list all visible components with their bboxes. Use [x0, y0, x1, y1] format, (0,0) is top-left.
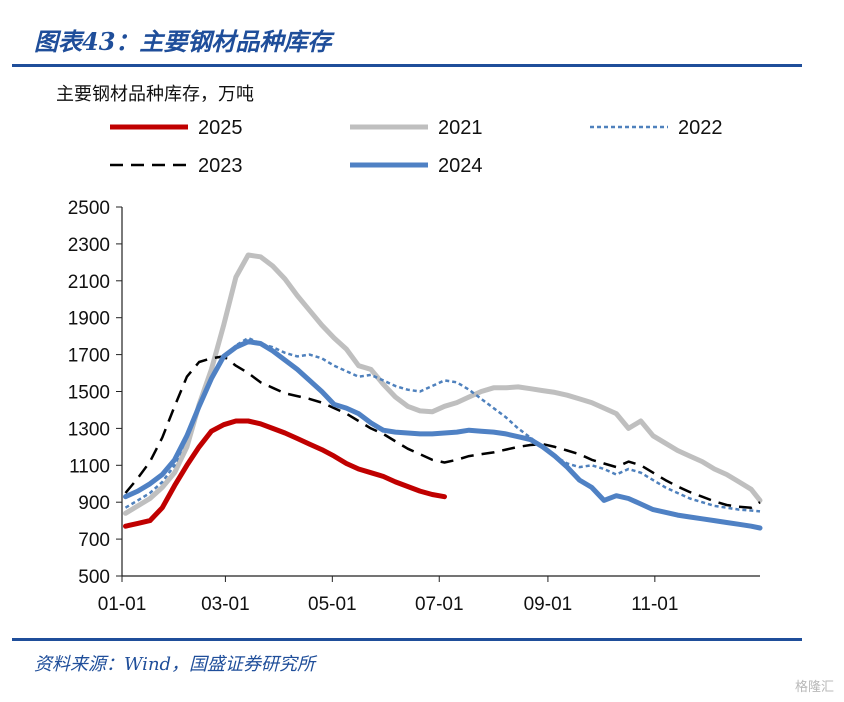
chart-legend: 2025 2021 2022 2023 2024 — [110, 117, 723, 177]
chart-axes: 500 700 900 1100 1300 1500 1700 1900 2100 2300 250… — [68, 198, 760, 615]
figure-title: 图表43：主要钢材品种库存 — [34, 27, 332, 56]
watermark: 格隆汇 — [794, 680, 834, 695]
series-line-2022 — [124, 336, 761, 513]
y-tick-label: 2100 — [68, 272, 110, 293]
legend-label-2024: 2024 — [438, 155, 483, 177]
series-line-2023 — [124, 355, 761, 509]
y-tick-label: 700 — [78, 530, 110, 551]
x-tick-label: 11-01 — [631, 594, 678, 615]
y-tick-label: 2300 — [68, 235, 110, 256]
x-tick-label: 03-01 — [201, 594, 250, 615]
y-tick-label: 1100 — [69, 456, 110, 477]
y-tick-label: 1900 — [68, 309, 110, 330]
title-underline — [12, 64, 802, 67]
series-line-2021 — [123, 252, 763, 516]
y-tick-label: 500 — [78, 567, 110, 588]
legend-label-2023: 2023 — [198, 155, 243, 177]
y-axis-unit-label: 主要钢材品种库存，万吨 — [56, 84, 254, 105]
series-line-2025 — [123, 418, 447, 529]
legend-label-2022: 2022 — [678, 117, 723, 139]
source-note: 资料来源：Wind，国盛证券研究所 — [34, 654, 316, 675]
footer-rule — [12, 638, 802, 641]
y-tick-label: 1500 — [68, 383, 110, 404]
legend-label-2025: 2025 — [198, 117, 243, 139]
y-tick-label: 2500 — [68, 198, 110, 219]
x-tick-label: 07-01 — [415, 594, 464, 615]
x-tick-label: 09-01 — [524, 594, 573, 615]
series-line-2024 — [123, 339, 763, 531]
x-tick-label: 01-01 — [98, 594, 147, 615]
chart-series — [123, 252, 763, 531]
x-tick-label: 05-01 — [308, 594, 357, 615]
legend-label-2021: 2021 — [438, 117, 483, 139]
y-tick-label: 1700 — [68, 346, 110, 367]
y-tick-label: 1300 — [68, 419, 110, 440]
y-tick-label: 900 — [78, 493, 110, 514]
